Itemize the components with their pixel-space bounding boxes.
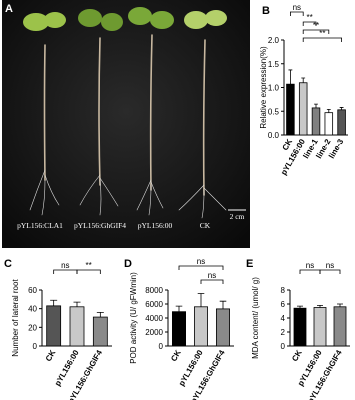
error-bar: [301, 77, 306, 83]
error-bar: [197, 293, 205, 307]
bar: [46, 305, 62, 347]
seedlings: [23, 7, 227, 219]
bar: [193, 306, 208, 347]
error-bar: [73, 301, 81, 307]
significance-label: ns: [306, 261, 314, 270]
significance-bracket: [178, 265, 224, 270]
error-bar: [326, 108, 331, 113]
x-tick-label: CK: [290, 348, 304, 363]
significance-bracket: [302, 37, 342, 42]
photo-panel: A pYL156:CLA1 pYL156:GhGIF4 pYL156:00 CK…: [2, 0, 250, 248]
y-tick-label: 40: [28, 305, 37, 314]
y-tick-label: 2: [281, 328, 286, 337]
significance-label: ns: [197, 257, 205, 266]
significance-label: **: [86, 261, 92, 270]
panel-label: C: [4, 258, 12, 270]
significance-bracket: [290, 11, 304, 16]
y-tick-label: 6: [281, 300, 286, 309]
error-bar: [297, 305, 303, 309]
bar: [293, 307, 307, 347]
panel-label: D: [124, 258, 132, 270]
y-tick-label: 20: [28, 323, 37, 332]
bar: [69, 306, 85, 347]
error-bar: [288, 69, 293, 85]
significance-bracket: [302, 21, 317, 26]
bar: [311, 107, 321, 136]
panel-label: A: [5, 3, 13, 15]
y-tick-label: 0: [159, 342, 164, 351]
photo: [2, 0, 250, 248]
photo-caption: pYL156:00: [138, 221, 173, 230]
error-bar: [339, 107, 344, 110]
photo-caption: pYL156:CLA1: [17, 221, 63, 230]
significance-bracket: [53, 269, 78, 274]
photo-caption: CK: [200, 221, 211, 230]
y-axis-label: Number of lateral root: [11, 279, 20, 357]
y-tick-label: 4000: [145, 314, 163, 323]
y-axis-label: POD activity (U/ gFWmin): [129, 272, 138, 364]
error-bar: [96, 312, 104, 318]
y-tick-label: 8: [281, 286, 286, 295]
y-tick-label: 2000: [145, 328, 163, 337]
y-tick-label: 4: [281, 314, 286, 323]
significance-bracket: [302, 29, 330, 34]
x-tick-label: CK: [44, 348, 58, 363]
error-bar: [50, 299, 58, 306]
y-tick-label: 0: [33, 342, 38, 351]
y-tick-label: 0: [281, 342, 286, 351]
x-tick-label: CK: [169, 348, 183, 363]
error-bar: [175, 305, 183, 312]
significance-bracket: [76, 269, 101, 274]
y-tick-label: 8000: [145, 286, 163, 295]
bar: [215, 308, 230, 347]
significance-bracket: [319, 269, 341, 274]
significance-label: ns: [326, 261, 334, 270]
y-tick-label: 0.5: [268, 107, 280, 116]
y-tick-label: 1.5: [268, 60, 280, 69]
error-bar: [317, 305, 323, 308]
y-axis-label: MDA content/ (umol/ g): [251, 277, 260, 359]
significance-label: **: [313, 21, 319, 30]
y-tick-label: 60: [28, 286, 37, 295]
bar: [171, 311, 186, 347]
significance-label: ns: [61, 261, 69, 270]
significance-label: ns: [208, 271, 216, 280]
bar: [286, 83, 295, 136]
bar: [333, 306, 347, 347]
photo-caption: pYL156:GhGIF4: [74, 221, 126, 230]
y-tick-label: 2.0: [268, 36, 280, 45]
significance-bracket: [200, 279, 224, 284]
y-tick-label: 6000: [145, 300, 163, 309]
y-tick-label: 0.0: [268, 131, 280, 140]
error-bar: [337, 303, 343, 307]
significance-bracket: [299, 269, 321, 274]
bar: [313, 307, 327, 347]
bar: [92, 316, 108, 347]
panel-label: E: [246, 258, 253, 270]
scale-label: 2 cm: [230, 212, 245, 221]
y-tick-label: 1.0: [268, 84, 280, 93]
error-bar: [219, 300, 227, 309]
error-bar: [314, 103, 318, 108]
bar: [324, 112, 334, 136]
significance-label: ns: [293, 3, 301, 12]
bar: [337, 109, 346, 136]
bar: [298, 82, 308, 136]
panel-label: B: [262, 5, 270, 17]
significance-label: **: [306, 13, 312, 22]
y-axis-label: Relative expression(%): [259, 46, 268, 129]
significance-label: **: [319, 29, 325, 38]
